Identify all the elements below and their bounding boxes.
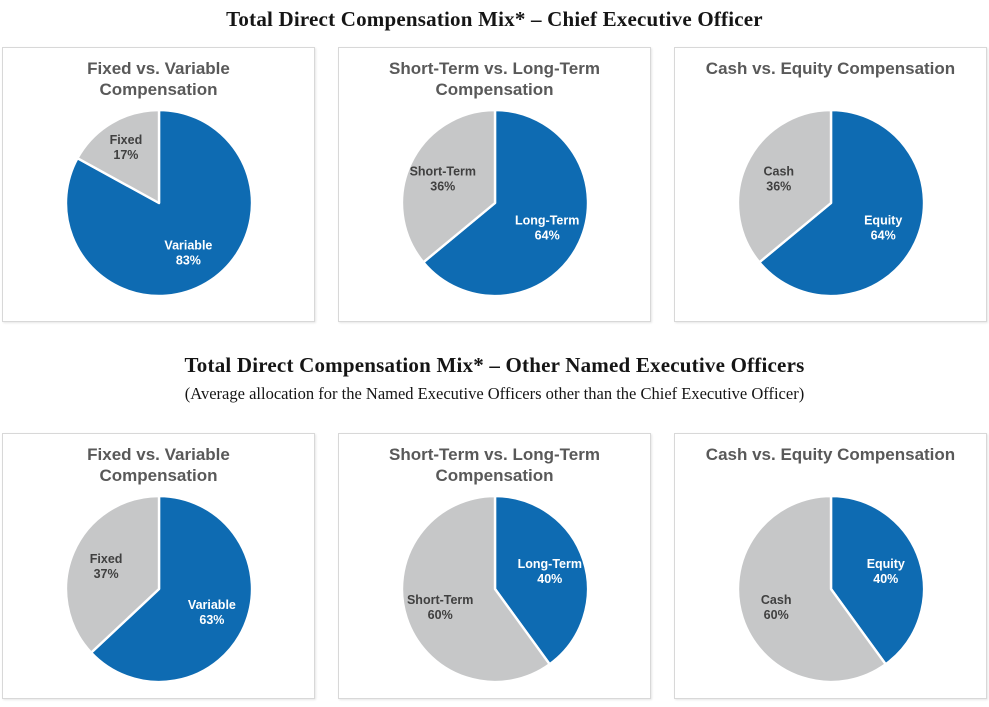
chart-row-ceo: Fixed vs. Variable Compensation Variable… [0, 47, 989, 322]
pie-slice-label-short-term: Short-Term 60% [406, 593, 472, 622]
pie-title: Fixed vs. Variable Compensation [87, 445, 230, 486]
pie-slice-short-term [400, 108, 496, 264]
panel-ceo-cash-equity: Cash vs. Equity Compensation Equity 64% Ca… [674, 47, 987, 322]
pie-title: Short-Term vs. Long-Term Compensation [389, 445, 600, 486]
pie-slice-cash [736, 494, 887, 684]
pie-slice-label-long-term: Long-Term 64% [515, 214, 579, 243]
pie-slice-variable [89, 494, 253, 684]
pie-slice-label-variable: Variable 63% [187, 598, 235, 627]
pie-chart-neo-fixed-variable: Variable 63% Fixed 37% [64, 494, 253, 684]
pie-title: Cash vs. Equity Compensation [705, 59, 956, 78]
pie-slice-cash [736, 108, 832, 264]
pie-slice-label-short-term: Short-Term 36% [409, 164, 475, 193]
section-subtitle-neo: (Average allocation for the Named Execut… [184, 384, 805, 403]
pie-chart-ceo-fixed-variable: Variable 83% Fixed 17% [64, 108, 253, 298]
pie-chart-ceo-cash-equity: Equity 64% Cash 36% [736, 108, 925, 298]
panel-ceo-fixed-variable: Fixed vs. Variable Compensation Variable… [2, 47, 315, 322]
panel-ceo-short-long: Short-Term vs. Long-Term Compensation Lo… [338, 47, 651, 322]
pie-title: Short-Term vs. Long-Term Compensation [389, 59, 600, 100]
pie-slice-long-term [493, 494, 589, 666]
pie-slice-label-variable: Variable 83% [164, 239, 212, 268]
panel-neo-fixed-variable: Fixed vs. Variable Compensation Variable… [2, 433, 315, 699]
pie-slice-equity [829, 494, 925, 666]
section-title-neo: Total Direct Compensation Mix* – Other N… [184, 353, 805, 377]
pie-chart-neo-short-long: Long-Term 40% Short-Term 60% [400, 494, 589, 684]
panel-neo-cash-equity: Cash vs. Equity Compensation Equity 40% Ca… [674, 433, 987, 699]
pie-title: Cash vs. Equity Compensation [705, 445, 956, 464]
pie-slice-label-fixed: Fixed 17% [109, 133, 142, 162]
pie-slice-equity [757, 108, 925, 298]
pie-slice-label-cash: Cash 60% [760, 593, 791, 622]
pie-slice-label-fixed: Fixed 37% [89, 552, 122, 581]
pie-slice-fixed [75, 108, 160, 205]
pie-slice-fixed [64, 494, 160, 654]
chart-row-neo: Fixed vs. Variable Compensation Variable… [0, 433, 989, 699]
pie-chart-ceo-short-long: Long-Term 64% Short-Term 36% [400, 108, 589, 298]
pie-title: Fixed vs. Variable Compensation [87, 59, 230, 100]
pie-slice-long-term [421, 108, 589, 298]
pie-slice-label-long-term: Long-Term 40% [517, 557, 581, 586]
pie-slice-label-cash: Cash 36% [763, 164, 794, 193]
pie-slice-label-equity: Equity 40% [866, 557, 904, 586]
pie-slice-short-term [400, 494, 551, 684]
section-title-ceo: Total Direct Compensation Mix* – Chief E… [226, 7, 763, 31]
pie-chart-neo-cash-equity: Equity 40% Cash 60% [736, 494, 925, 684]
panel-neo-short-long: Short-Term vs. Long-Term Compensation Lo… [338, 433, 651, 699]
pie-slice-label-equity: Equity 64% [864, 214, 902, 243]
